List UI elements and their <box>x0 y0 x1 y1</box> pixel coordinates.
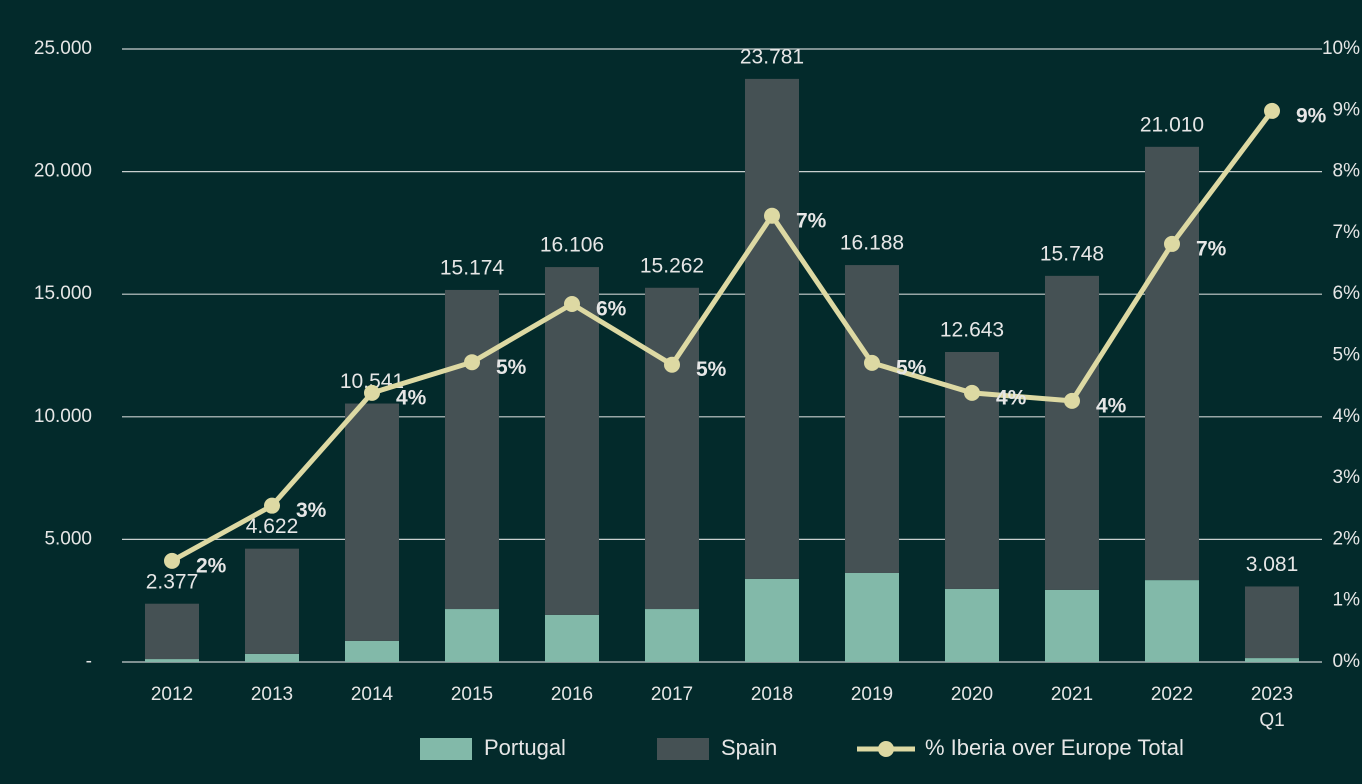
x-tick-label: 2020 <box>950 684 994 705</box>
y-tick-label: 10.000 <box>34 406 92 427</box>
y-tick-label: - <box>86 651 92 672</box>
x-tick-label: 2016 <box>550 684 594 705</box>
x-tick-label: 2013 <box>250 684 294 705</box>
y2-tick-label: 8% <box>1333 161 1361 182</box>
x-tick-label: 2014 <box>350 684 394 705</box>
x-tick-label: 2012 <box>150 684 194 705</box>
y2-tick-label: 0% <box>1333 651 1361 672</box>
line-marker <box>864 354 880 371</box>
total-label: 3.081 <box>1246 553 1299 576</box>
bar-segment <box>345 403 399 641</box>
line-marker <box>164 552 180 569</box>
line-marker <box>964 384 980 401</box>
bar-segment <box>1245 586 1299 659</box>
line-label: 7% <box>796 209 827 232</box>
line-label: 9% <box>1296 104 1327 127</box>
total-label: 4.622 <box>246 515 299 538</box>
total-label: 21.010 <box>1140 113 1204 136</box>
y2-tick-label: 6% <box>1333 283 1361 304</box>
x-tick-label: 2015 <box>450 684 494 705</box>
bar-segment <box>845 572 899 662</box>
line-marker <box>1264 102 1280 119</box>
legend-marker <box>878 741 894 757</box>
y2-tick-label: 9% <box>1333 99 1361 120</box>
y-tick-label: 25.000 <box>34 38 92 59</box>
line-label: 4% <box>1096 394 1127 417</box>
bar-segment <box>745 578 799 662</box>
legend-label: Spain <box>721 735 777 760</box>
bar-segment <box>145 603 199 660</box>
line-label: 5% <box>896 356 927 379</box>
line-label: 5% <box>496 356 527 379</box>
bar-segment <box>445 609 499 662</box>
bar-segment <box>1145 146 1199 581</box>
total-label: 23.781 <box>740 45 804 68</box>
line-label: 7% <box>1196 237 1227 260</box>
bar-segment <box>845 265 899 573</box>
line-label: 4% <box>396 386 427 409</box>
y2-tick-label: 1% <box>1333 590 1361 611</box>
total-label: 2.377 <box>146 570 199 593</box>
line-marker <box>264 497 280 514</box>
line-label: 4% <box>996 386 1027 409</box>
bar-segment <box>545 267 599 615</box>
bar-segment <box>1145 580 1199 662</box>
y2-tick-label: 7% <box>1333 222 1361 243</box>
x-tick-label: 2021 <box>1050 684 1094 705</box>
bar-segment <box>445 289 499 610</box>
line-marker <box>664 356 680 373</box>
bar-segment <box>545 614 599 662</box>
y-tick-label: 15.000 <box>34 283 92 304</box>
x-tick-label: 2017 <box>650 684 694 705</box>
x-tick-label: 2022 <box>1150 684 1194 705</box>
x-tick-label: 2023 Q1 <box>1250 684 1294 731</box>
bar-segment <box>245 548 299 654</box>
total-label: 15.262 <box>640 254 704 277</box>
x-tick-label: 2018 <box>750 684 794 705</box>
legend-swatch <box>420 738 472 760</box>
legend-label: % Iberia over Europe Total <box>925 735 1184 760</box>
y2-tick-label: 10% <box>1322 38 1360 59</box>
y-tick-label: 5.000 <box>44 528 92 549</box>
y2-tick-label: 3% <box>1333 467 1361 488</box>
line-marker <box>1064 392 1080 409</box>
y-tick-label: 20.000 <box>34 161 92 182</box>
line-label: 2% <box>196 554 227 577</box>
total-label: 15.174 <box>440 256 505 279</box>
legend-swatch <box>657 738 709 760</box>
y2-tick-label: 2% <box>1333 528 1361 549</box>
line-marker <box>764 207 780 224</box>
y2-tick-label: 5% <box>1333 345 1361 366</box>
bar-segment <box>1045 275 1099 590</box>
line-label: 5% <box>696 358 727 381</box>
bar-segment <box>945 588 999 662</box>
legend-label: Portugal <box>484 735 566 760</box>
line-label: 6% <box>596 298 627 321</box>
line-marker <box>564 296 580 313</box>
bar-segment <box>745 78 799 579</box>
bar-segment <box>245 653 299 662</box>
bar-segment <box>145 659 199 662</box>
total-label: 15.748 <box>1040 242 1104 265</box>
total-label: 12.643 <box>940 319 1004 342</box>
total-label: 16.106 <box>540 234 604 257</box>
total-label: 16.188 <box>840 232 904 255</box>
bar-segment <box>645 609 699 662</box>
y2-tick-label: 4% <box>1333 406 1361 427</box>
line-marker <box>1164 235 1180 252</box>
line-marker <box>464 354 480 371</box>
bar-segment <box>345 640 399 662</box>
x-tick-label: 2019 <box>850 684 894 705</box>
line-marker <box>364 384 380 401</box>
bar-segment <box>1045 589 1099 662</box>
bar-segment <box>1245 658 1299 662</box>
line-label: 3% <box>296 499 327 522</box>
line <box>170 109 1274 564</box>
